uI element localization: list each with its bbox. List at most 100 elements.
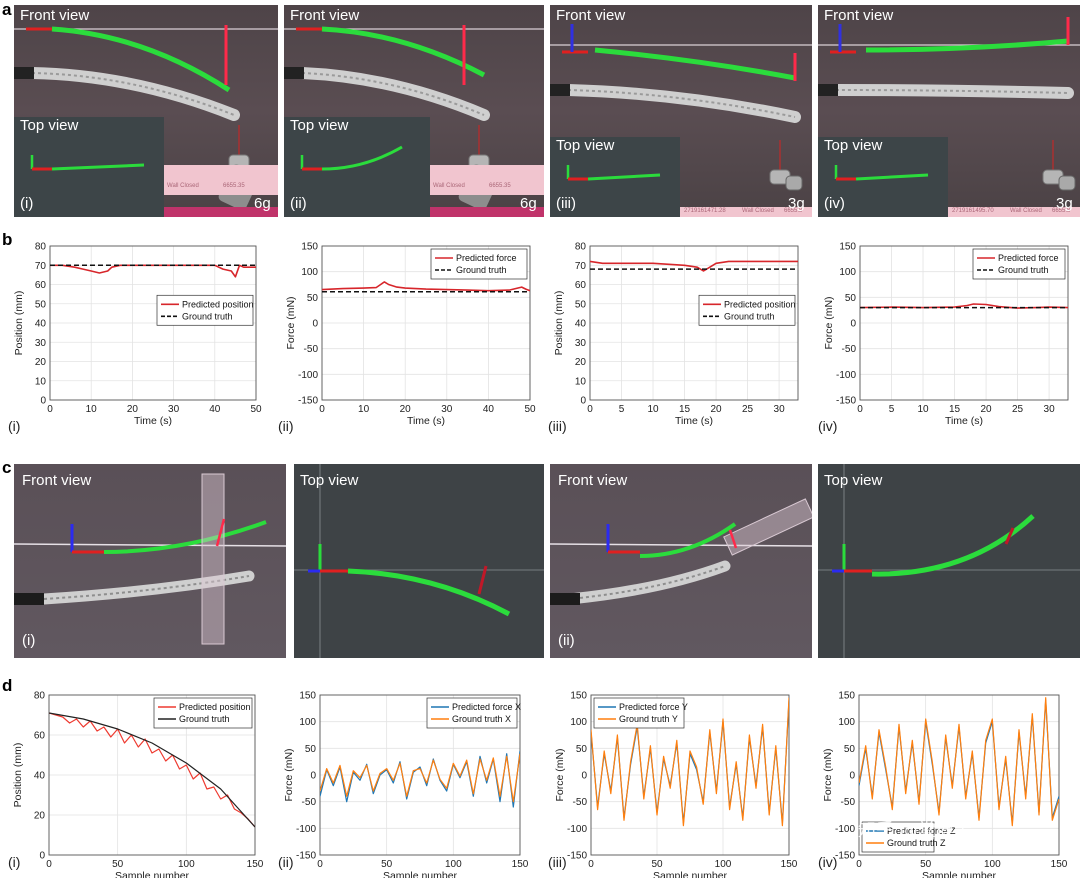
y-axis-label: Force (mN) <box>554 748 566 801</box>
series-line-1 <box>320 753 520 803</box>
plot-frame <box>590 694 790 856</box>
x-tick-label: 40 <box>483 404 495 415</box>
chart-roman-label: (i) <box>8 418 21 434</box>
x-axis-label: Time (s) <box>407 415 445 427</box>
chart-svg: 0 5 10 15 20 25 30 -150 -100 -50 0 50 100 150 Time (s)… <box>823 242 1069 427</box>
photo-c-4: Top view <box>818 464 1080 658</box>
photo-c-2: Top view <box>294 464 544 658</box>
photo-a-scene <box>818 17 1080 191</box>
legend-label: Predicted force <box>456 253 517 263</box>
y-tick-label: 50 <box>575 299 587 310</box>
y-tick-label: -100 <box>296 824 316 835</box>
legend-label: Ground truth Y <box>619 714 678 724</box>
plot-frame <box>321 245 531 401</box>
y-tick-label: 70 <box>35 261 47 272</box>
photo-c-scene <box>818 464 1080 658</box>
panel-c-roman: (i) <box>22 632 36 649</box>
y-tick-label: -50 <box>573 797 588 808</box>
x-tick-label: 0 <box>317 859 323 870</box>
series-line-1 <box>591 697 789 827</box>
chart-svg: 0 50 100 150 -150 -100 -50 0 50 100 150 Sample numb… <box>554 691 798 878</box>
y-tick-label: 40 <box>575 319 587 330</box>
view-label-c: Front view <box>22 472 92 489</box>
top-view-inset: Top view (iii) <box>550 137 680 217</box>
view-label-c: Front view <box>558 472 628 489</box>
chart-svg: 0 50 100 150 -150 -100 -50 0 50 100 150 Sample numb… <box>822 691 1068 878</box>
y-axis-label: Position (mm) <box>12 743 24 808</box>
photo-c-scene <box>14 473 286 645</box>
y-tick-label: 100 <box>839 267 856 278</box>
top-view-label: Top view <box>290 117 349 134</box>
y-axis-label: Position (mm) <box>553 291 565 356</box>
x-axis-label: Sample number <box>383 870 458 878</box>
y-tick-label: -150 <box>298 396 318 407</box>
legend-label: Predicted position <box>182 299 254 309</box>
x-tick-label: 25 <box>742 404 754 415</box>
view-label-c: Top view <box>824 472 883 489</box>
x-tick-label: 0 <box>47 404 53 415</box>
x-axis-label: Time (s) <box>134 415 172 427</box>
legend-label: Ground truth <box>724 311 775 321</box>
y-tick-label: 50 <box>845 293 857 304</box>
legend-label: Predicted position <box>724 299 796 309</box>
status-text-a: Wall Closed <box>742 208 774 214</box>
chart-svg: 0 5 10 15 20 25 30 0 10 20 30 40 50 60 70 80 Time (s) Pos… <box>553 242 799 427</box>
x-tick-label: 40 <box>209 404 221 415</box>
y-tick-label: 0 <box>40 396 46 407</box>
series-line-0 <box>322 281 530 292</box>
legend-label: Predicted force <box>998 253 1059 263</box>
chart-svg: 0 50 100 150 0 20 40 60 80 Sample number Position … <box>12 691 264 878</box>
y-tick-label: 40 <box>34 771 46 782</box>
top-view-inset: Top view (iv) <box>818 137 948 217</box>
chart-roman-label: (ii) <box>278 854 294 870</box>
y-tick-label: 100 <box>301 267 318 278</box>
legend-label: Predicted force X <box>452 702 521 712</box>
top-view-inset: Top view (i) <box>14 117 164 217</box>
y-tick-label: 50 <box>576 744 588 755</box>
x-tick-label: 50 <box>920 859 932 870</box>
status-bar-a: 2719161495.70 Wall Closed 6655.8 <box>948 207 1080 217</box>
x-tick-label: 50 <box>112 859 124 870</box>
y-tick-label: 150 <box>839 242 856 253</box>
chart-d-iii: 0 50 100 150 -150 -100 -50 0 50 100 150 Sample numb… <box>540 690 810 878</box>
legend-label: Ground truth <box>182 311 233 321</box>
x-tick-label: 10 <box>647 404 659 415</box>
x-tick-label: 150 <box>781 859 798 870</box>
status-bar-a: Wall Closed 6655.35 <box>163 165 278 195</box>
y-axis-label: Force (mN) <box>822 748 834 801</box>
chart-roman-label: (ii) <box>278 418 294 434</box>
y-tick-label: -50 <box>302 797 317 808</box>
x-tick-label: 100 <box>178 859 195 870</box>
chart-d-i: 0 50 100 150 0 20 40 60 80 Sample number Position … <box>0 690 270 878</box>
chart-roman-label: (iii) <box>548 854 567 870</box>
x-tick-label: 20 <box>710 404 722 415</box>
plot-frame <box>858 694 1060 856</box>
x-tick-label: 15 <box>679 404 691 415</box>
chart-b-iii: 0 5 10 15 20 25 30 0 10 20 30 40 50 60 70 80 Time (s) Pos… <box>540 240 810 440</box>
mass-label: 6g <box>254 195 271 212</box>
y-axis-label: Force (mN) <box>285 296 297 349</box>
y-tick-label: 20 <box>575 357 587 368</box>
y-tick-label: 100 <box>299 717 316 728</box>
x-tick-label: 30 <box>774 404 786 415</box>
photo-c-1: Front view (i) <box>14 464 286 658</box>
front-view-label: Front view <box>20 7 90 24</box>
y-tick-label: 100 <box>838 717 855 728</box>
plot-frame <box>319 694 521 856</box>
y-tick-label: 60 <box>35 280 47 291</box>
x-tick-label: 20 <box>980 404 992 415</box>
x-tick-label: 15 <box>949 404 961 415</box>
photo-a-3: 2719161471.28 Wall Closed 6655.8 Top view (i… <box>550 5 812 217</box>
status-bar-a: Wall Closed 6655.35 <box>429 165 544 195</box>
panel-c-roman: (ii) <box>558 632 575 649</box>
x-tick-label: 0 <box>587 404 593 415</box>
y-tick-label: 0 <box>39 851 45 862</box>
x-tick-label: 30 <box>168 404 180 415</box>
chart-svg: 0 50 100 150 -150 -100 -50 0 50 100 150 Sample numb… <box>283 691 529 878</box>
y-tick-label: -100 <box>835 824 855 835</box>
plot-frame <box>589 245 799 401</box>
series-line-0 <box>320 750 520 808</box>
y-tick-label: -100 <box>836 370 856 381</box>
legend-box <box>153 697 253 729</box>
chart-roman-label: (iii) <box>548 418 567 434</box>
